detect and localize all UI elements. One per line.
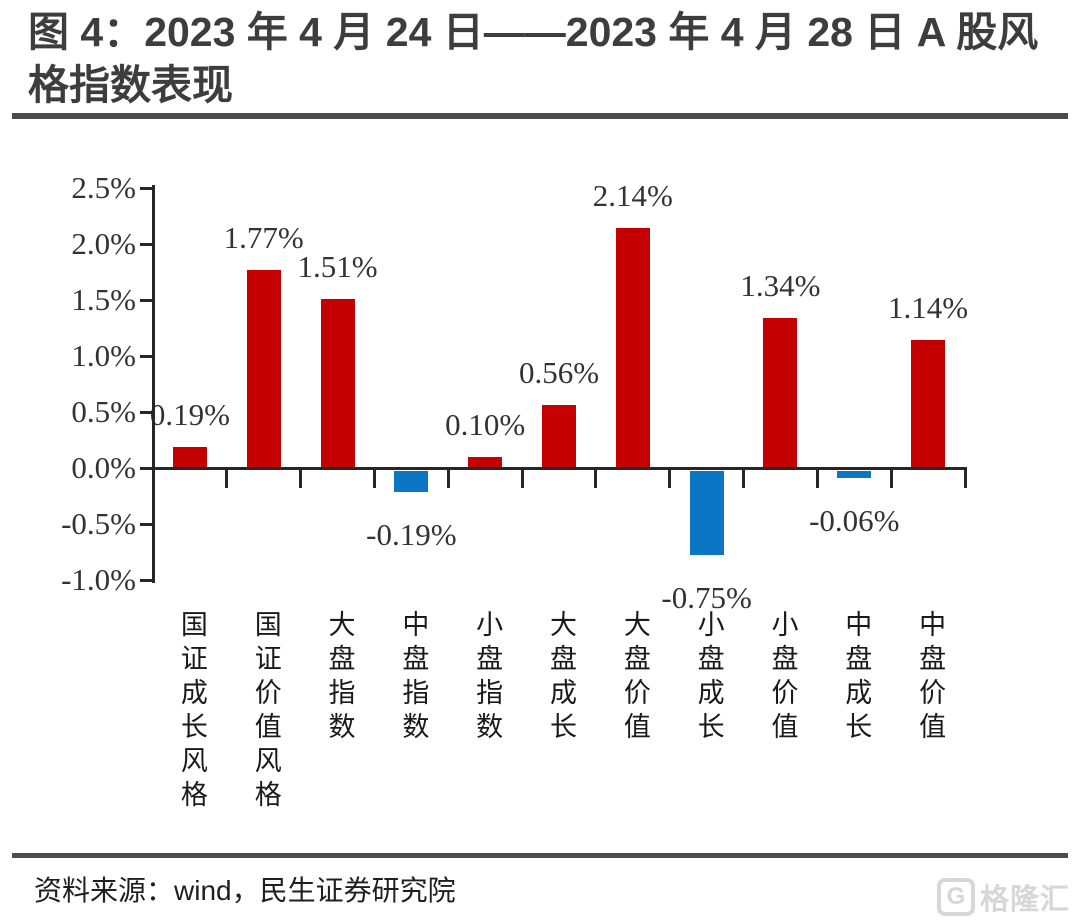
bar: [542, 405, 576, 468]
y-axis-tick-mark: [140, 299, 153, 302]
gelonghui-logo-text: 格隆汇: [979, 884, 1070, 916]
bar-value-label: 1.34%: [740, 267, 821, 303]
bar: [911, 340, 946, 468]
y-axis-tick-label: -1.0%: [61, 562, 136, 597]
x-axis-tick-mark: [815, 470, 819, 488]
category-label: 国证成长风格: [176, 610, 207, 814]
bar-value-label: -0.75%: [661, 580, 752, 615]
y-axis-tick-label: -0.5%: [61, 506, 136, 541]
bar: [837, 471, 872, 478]
category-label: 大盘价值: [619, 610, 650, 746]
gelonghui-logo: G 格隆汇: [936, 876, 1070, 918]
category-label: 中盘价值: [915, 610, 946, 746]
x-axis-tick-mark: [372, 470, 376, 488]
y-axis-tick-mark: [140, 187, 153, 190]
x-axis-tick-mark: [446, 470, 450, 488]
x-axis-tick-mark: [963, 470, 967, 488]
bar-value-label: 1.77%: [223, 219, 304, 255]
y-axis-tick-mark: [140, 243, 153, 246]
bar-value-label: -0.19%: [366, 517, 457, 553]
category-label: 小盘成长: [693, 610, 724, 746]
x-axis-tick-mark: [299, 470, 303, 488]
y-axis-line: [151, 185, 155, 583]
x-axis-tick-mark: [668, 470, 672, 488]
y-axis-tick-mark: [140, 523, 153, 526]
x-axis-tick-mark: [889, 470, 893, 488]
bar: [689, 471, 724, 555]
y-axis-tick-label: 1.0%: [71, 338, 136, 373]
title-underline: [12, 113, 1068, 119]
y-axis-tick-mark: [140, 355, 153, 358]
bar: [615, 228, 650, 468]
category-label: 中盘成长: [841, 610, 872, 746]
figure-title: 图 4：2023 年 4 月 24 日——2023 年 4 月 28 日 A 股…: [28, 9, 1039, 109]
bar-value-label: 0.19%: [149, 396, 230, 432]
bar: [172, 446, 207, 468]
category-label: 大盘成长: [546, 610, 576, 746]
y-axis-tick-label: 0.5%: [71, 394, 136, 429]
y-axis-tick-label: 2.5%: [71, 170, 136, 205]
category-label: 大盘指数: [324, 610, 355, 746]
source-note: 资料来源：wind，民生证券研究院: [34, 875, 456, 906]
plot-area: 0.19% 国证成长风格 1.77% 国证价值风格 1.51% 大盘指数 -0.19% 中盘指…: [0, 160, 1080, 852]
bar: [468, 456, 503, 468]
bar: [246, 269, 281, 468]
category-label: 小盘指数: [472, 610, 503, 746]
gelonghui-logo-icon: G: [936, 878, 975, 916]
x-axis-tick-mark: [742, 470, 746, 488]
y-axis-tick-mark: [140, 467, 153, 470]
bar-value-label: -0.06%: [809, 502, 900, 538]
bar-value-label: 2.14%: [592, 178, 673, 214]
bar: [320, 298, 355, 468]
category-label: 中盘指数: [398, 610, 429, 746]
bar-value-label: 0.10%: [445, 406, 526, 442]
y-axis-tick-mark: [140, 411, 153, 414]
x-axis-baseline: [151, 467, 967, 470]
bar: [394, 471, 429, 493]
category-label: 小盘价值: [767, 610, 798, 746]
bar: [763, 317, 798, 468]
y-axis-tick-label: 2.0%: [71, 226, 136, 261]
x-axis-tick-mark: [520, 470, 524, 488]
x-axis-tick-mark: [225, 470, 229, 488]
bar-value-label: 1.51%: [297, 248, 378, 284]
x-axis-tick-mark: [594, 470, 598, 488]
bar-value-label: 1.14%: [888, 290, 969, 326]
y-axis-tick-label: 1.5%: [71, 282, 136, 317]
bar-value-label: 0.56%: [518, 355, 600, 391]
y-axis-tick-label: 0.0%: [71, 450, 136, 485]
footer-rule: [12, 853, 1068, 858]
category-label: 国证价值风格: [250, 610, 281, 814]
y-axis-tick-mark: [140, 579, 153, 582]
